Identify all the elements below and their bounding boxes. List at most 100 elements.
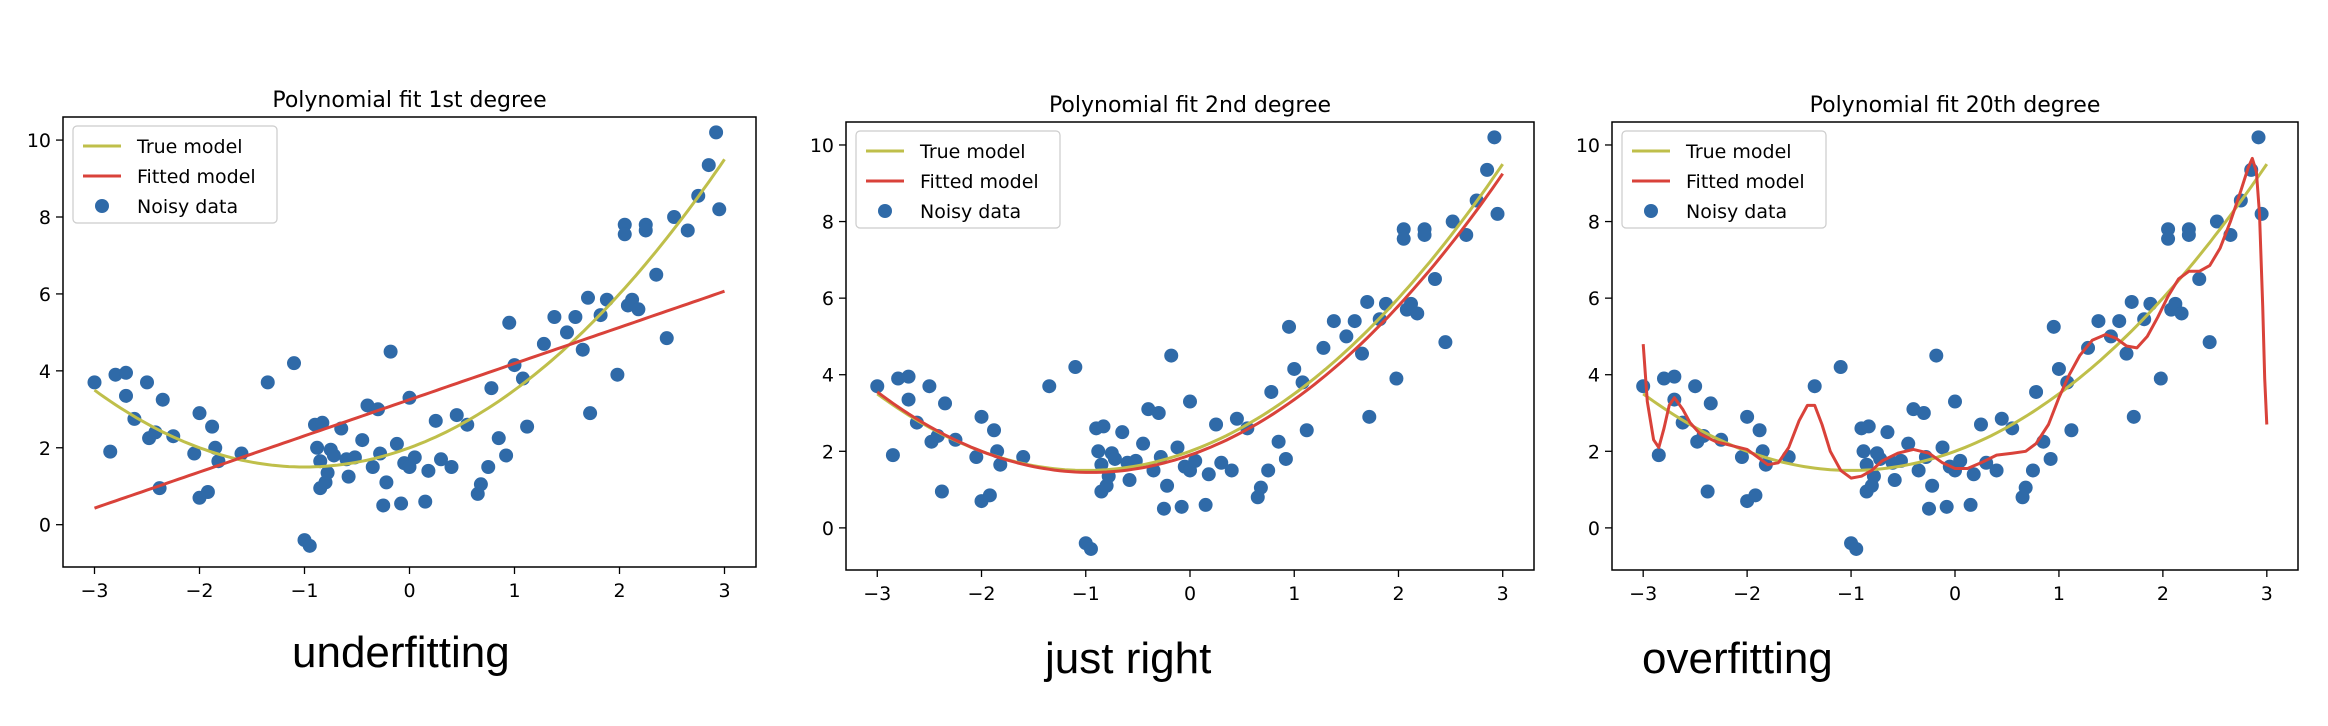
noisy-data-point [649, 267, 664, 282]
noisy-data-point [1459, 227, 1474, 242]
noisy-data-point [969, 450, 984, 465]
caption-underfitting: underfitting [292, 628, 510, 677]
noisy-data-point [1170, 440, 1185, 455]
noisy-data-point [302, 538, 317, 553]
noisy-data-point [1229, 411, 1244, 426]
noisy-data-point [680, 223, 695, 238]
noisy-data-point [108, 367, 123, 382]
noisy-data-point [491, 431, 506, 446]
noisy-data-point [885, 448, 900, 463]
noisy-data-point [260, 375, 275, 390]
noisy-data-point [638, 223, 653, 238]
noisy-data-point [1326, 314, 1341, 329]
noisy-data-point [1214, 455, 1229, 470]
noisy-data-point [1939, 499, 1954, 514]
noisy-data-point [2209, 214, 2224, 229]
noisy-data-point [421, 463, 436, 478]
noisy-data-point [1107, 451, 1122, 466]
noisy-data-point [709, 125, 724, 140]
y-tick-label: 8 [822, 212, 834, 234]
noisy-data-point [313, 454, 328, 469]
noisy-data-point [1264, 384, 1279, 399]
noisy-data-point [1445, 214, 1460, 229]
noisy-data-point [2018, 480, 2033, 495]
noisy-data-point [617, 227, 632, 242]
legend-box [72, 125, 278, 224]
noisy-data-point [901, 369, 916, 384]
noisy-data-point [1091, 444, 1106, 459]
x-tick-label: −1 [1072, 583, 1100, 605]
noisy-data-point [667, 210, 682, 224]
y-tick-label: 4 [1588, 365, 1600, 387]
noisy-data-point [310, 440, 325, 455]
noisy-data-point [1164, 348, 1179, 363]
legend-noisy-data-label: Noisy data [920, 201, 1021, 223]
noisy-data-point [1096, 419, 1111, 434]
y-tick-label: 0 [822, 518, 834, 540]
noisy-data-point [938, 396, 953, 411]
noisy-data-point [326, 448, 341, 463]
legend-noisy-data-label: Noisy data [137, 196, 238, 218]
noisy-data-point [200, 485, 215, 499]
noisy-data-point [365, 460, 380, 474]
noisy-data-point [1656, 371, 1671, 386]
noisy-data-point [2051, 361, 2066, 376]
panel-3: Polynomial fit 20th degree −3 −2 −1 0 1 2 3 0 2 4 6… [1576, 93, 2299, 605]
noisy-data-point [192, 406, 207, 421]
x-tick-label: −2 [185, 580, 213, 602]
x-tick-label: −1 [290, 580, 318, 602]
y-tick-label: 2 [822, 441, 834, 463]
noisy-data-point [1261, 463, 1276, 478]
noisy-data-point [1271, 434, 1286, 449]
legend-noisy-data-swatch [878, 204, 892, 218]
noisy-data-point [1651, 448, 1666, 463]
noisy-data-point [1042, 379, 1057, 394]
noisy-data-point [599, 292, 614, 307]
noisy-data-point [1703, 396, 1718, 411]
noisy-data-point [1911, 463, 1926, 478]
noisy-data-point [581, 290, 595, 305]
noisy-data-point [2124, 294, 2139, 309]
noisy-data-point [2161, 222, 2176, 237]
noisy-data-point [1916, 406, 1931, 421]
y-tick-label: 10 [1576, 135, 1600, 157]
noisy-data-point [1901, 436, 1916, 451]
legend-fitted-model-label: Fitted model [920, 171, 1039, 193]
noisy-data-point [1873, 451, 1888, 466]
noisy-data-point [1362, 409, 1377, 424]
noisy-data-point [1700, 484, 1715, 499]
legend-noisy-data-label: Noisy data [1686, 201, 1787, 223]
x-tick-label: 0 [403, 580, 415, 602]
noisy-data-point [499, 448, 514, 463]
legend-noisy-data-swatch [95, 199, 109, 213]
noisy-data-point [2025, 463, 2040, 478]
x-tick-label: −3 [863, 583, 891, 605]
y-tick-label: 2 [39, 438, 51, 460]
noisy-data-point [1748, 488, 1763, 503]
legend-fitted-model-label: Fitted model [137, 166, 256, 188]
plot-area [87, 125, 727, 553]
legend-box [1621, 130, 1827, 229]
legend: True model Fitted model Noisy data [1621, 130, 1827, 229]
panel-1: Polynomial fit 1st degree −3 −2 −1 0 1 2 3 0 2 4 6 8… [27, 88, 757, 602]
noisy-data-point [287, 356, 301, 371]
x-tick-label: 1 [508, 580, 520, 602]
noisy-data-point [631, 302, 646, 317]
noisy-data-point [473, 477, 488, 492]
noisy-data-point [379, 475, 394, 490]
noisy-data-point [119, 388, 133, 403]
noisy-data-point [870, 379, 885, 394]
noisy-data-point [1636, 379, 1651, 394]
noisy-data-point [987, 423, 1002, 438]
y-tick-label: 2 [1588, 441, 1600, 463]
noisy-data-point [1427, 271, 1442, 286]
noisy-data-point [484, 381, 499, 396]
noisy-data-point [434, 452, 448, 467]
noisy-data-point [1136, 436, 1151, 451]
noisy-data-point [1201, 467, 1216, 482]
noisy-data-point [1856, 444, 1871, 459]
noisy-data-point [1966, 467, 1981, 482]
noisy-data-point [1188, 453, 1203, 468]
y-tick-label: 8 [1588, 212, 1600, 234]
